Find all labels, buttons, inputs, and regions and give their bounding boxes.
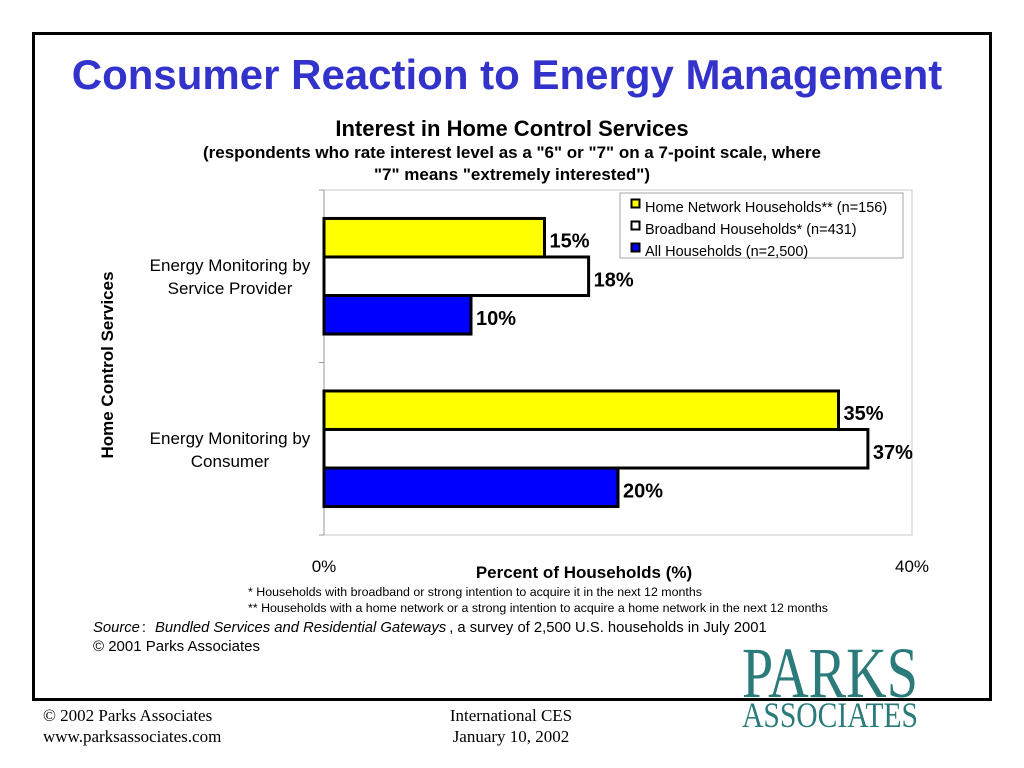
footer-center: International CES January 10, 2002 (411, 705, 611, 747)
footer-website: www.parksassociates.com (43, 727, 222, 746)
source-description: , a survey of 2,500 U.S. households in J… (449, 620, 767, 636)
legend-label-home-network-households: Home Network Households** (n=156) (645, 200, 887, 216)
chart-title: Interest in Home Control Services (335, 116, 689, 141)
slide-frame (32, 32, 992, 701)
legend: Home Network Households** (n=156) Broadba… (619, 192, 904, 260)
legend-box (619, 192, 904, 259)
footer-event: International CES (449, 706, 573, 725)
logo-wordmark-bottom: ASSOCIATES (742, 695, 918, 734)
x-tick-label: 0% (312, 557, 337, 576)
bar-home-network-households-energy-monitoring-by-consumer (322, 389, 840, 431)
category-label-energy-monitoring-by-consumer: Energy Monitoring by Consumer (149, 428, 311, 471)
y-axis-title: Home Control Services (98, 271, 117, 458)
bar-broadband-households-energy-monitoring-by-service-provider (322, 255, 591, 298)
logo-wordmark-top: PARKS (742, 644, 918, 713)
bar-broadband-households-energy-monitoring-by-consumer (322, 427, 870, 470)
category-label-energy-monitoring-by-service-provider: Energy Monitoring by Service Provider (149, 256, 311, 299)
bar-all-households-energy-monitoring-by-consumer (322, 466, 620, 509)
legend-swatch-all-households (630, 242, 641, 253)
legend-item-home-network-households: Home Network Households** (n=156) (630, 198, 887, 216)
source-separator: : (141, 620, 147, 636)
chart-subtitle: (respondents who rate interest level as … (0, 142, 1024, 186)
footnotes: * Households with broadband or strong in… (248, 584, 828, 616)
data-label-home-network-households-energy-monitoring-by-service-provider: 15% (550, 231, 590, 253)
legend-label-all-households: All Households (n=2,500) (645, 244, 808, 260)
footer-date: January 10, 2002 (452, 727, 570, 746)
data-label-home-network-households-energy-monitoring-by-consumer: 35% (844, 403, 884, 425)
x-tick-label: 40% (895, 557, 929, 576)
footnote: ** Households with a home network or a s… (248, 601, 828, 615)
legend-item-broadband-households: Broadband Households* (n=431) (630, 220, 857, 238)
source-label: Source (93, 620, 140, 636)
legend-item-all-households: All Households (n=2,500) (630, 242, 808, 260)
legend-label-broadband-households: Broadband Households* (n=431) (645, 222, 857, 238)
source-title: Bundled Services and Residential Gateway… (155, 620, 447, 636)
bar-home-network-households-energy-monitoring-by-service-provider (322, 216, 546, 259)
data-label-broadband-households-energy-monitoring-by-consumer: 37% (873, 442, 913, 464)
chart-subtitle-line: (respondents who rate interest level as … (203, 143, 821, 162)
footnote: * Households with broadband or strong in… (248, 585, 702, 599)
slide-title: Consumer Reaction to Energy Management (71, 51, 943, 98)
parks-associates-logo: PARKS ASSOCIATES (742, 644, 918, 734)
legend-swatch-home-network-households (630, 198, 641, 209)
source-line: Source: Bundled Services and Residential … (93, 619, 767, 637)
x-axis-title: Percent of Households (%) (476, 563, 692, 582)
legend-swatch-broadband-households (630, 220, 641, 231)
data-label-all-households-energy-monitoring-by-consumer: 20% (623, 480, 663, 502)
footer-copyright: © 2002 Parks Associates (43, 706, 213, 725)
copyright: © 2001 Parks Associates (93, 638, 260, 655)
chart-subtitle-line: "7" means "extremely interested") (373, 165, 651, 184)
data-label-all-households-energy-monitoring-by-service-provider: 10% (476, 308, 516, 330)
footer-left: © 2002 Parks Associates www.parksassocia… (43, 705, 221, 747)
data-label-broadband-households-energy-monitoring-by-service-provider: 18% (594, 269, 634, 291)
bar-all-households-energy-monitoring-by-service-provider (322, 294, 473, 336)
